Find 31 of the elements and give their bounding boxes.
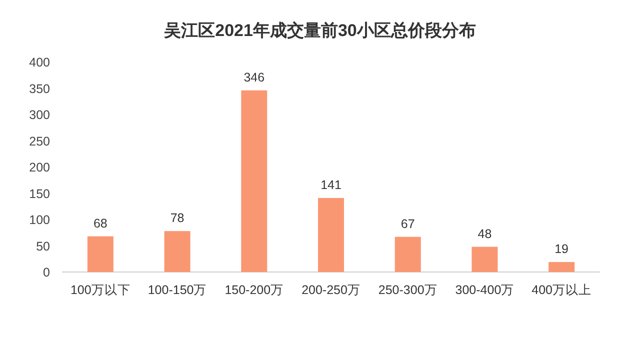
y-tick-label: 100 [29,213,50,227]
y-tick-label: 400 [29,56,50,70]
bar [548,262,575,272]
y-tick-label: 300 [29,108,50,122]
y-tick-label: 0 [43,266,50,280]
data-label: 19 [554,242,569,256]
bar [164,231,190,272]
y-tick-label: 200 [29,160,50,174]
bar [318,198,344,272]
y-tick-label: 50 [36,239,50,254]
data-label: 67 [400,216,415,231]
y-tick-label: 250 [29,134,50,148]
x-tick-label: 150-200万 [224,283,284,297]
data-label: 346 [244,70,265,84]
bar [472,246,498,272]
x-tick-label: 300-400万 [455,283,514,297]
x-tick-label: 100万以下 [70,283,130,297]
data-label: 141 [320,178,342,192]
x-tick-label: 200-250万 [302,283,360,297]
data-label: 68 [93,216,108,230]
x-tick-label: 250-300万 [378,283,438,297]
y-tick-label: 150 [29,186,50,201]
x-tick-label: 100-150万 [148,283,207,297]
x-tick-label: 400万以上 [532,283,592,297]
bar [87,236,114,272]
y-tick-label: 350 [29,82,50,96]
bar [394,236,421,272]
bar [241,90,268,272]
data-label: 48 [478,226,492,241]
chart-title: 吴江区2021年成交量前30小区总价段分布 [163,21,476,40]
data-label: 78 [170,211,184,226]
